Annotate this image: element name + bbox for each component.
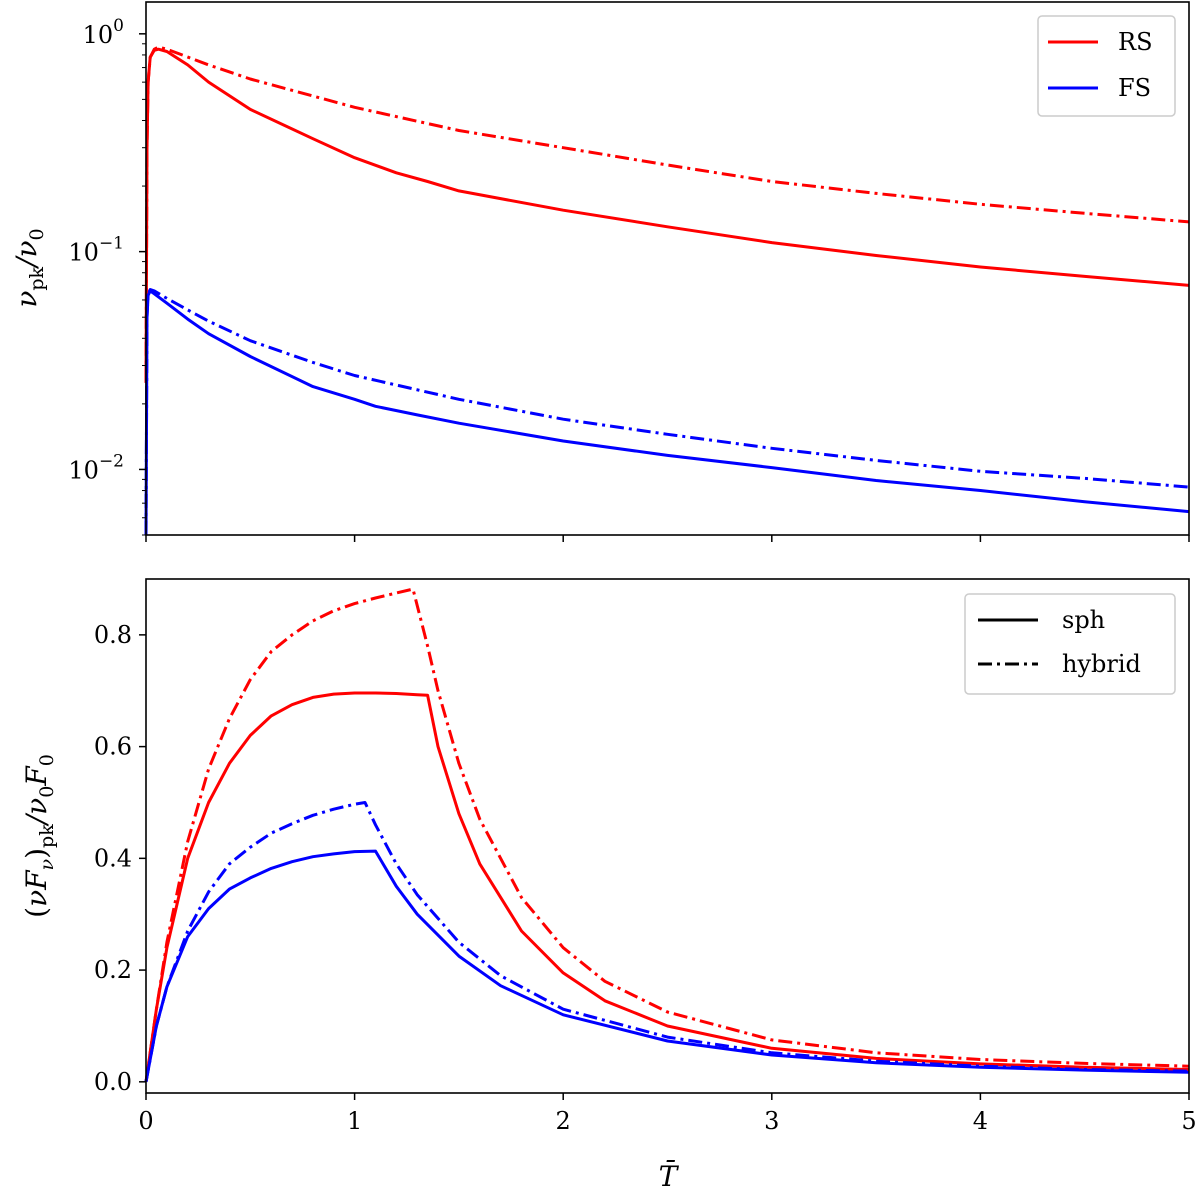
bottom-ytick-label-0: 0.0 — [94, 1068, 132, 1096]
top-legend-label-rs: RS — [1118, 28, 1153, 56]
bottom-series-line-3 — [144, 801, 1190, 1083]
bottom-xtick-label-5: 5 — [1181, 1107, 1196, 1135]
top-series-layer — [144, 45, 1190, 536]
bottom-plot-frame — [145, 578, 1190, 1094]
top-plot-frame — [145, 1, 1190, 536]
top-ticks-layer: 100 10−1 10−2 — [68, 16, 1190, 542]
bottom-xtick-label-1: 1 — [347, 1107, 362, 1135]
top-series-line-2 — [144, 289, 1190, 536]
top-legend: RS FS — [1037, 15, 1176, 117]
top-ylabel: νpk/ν0 — [10, 228, 48, 307]
bottom-ytick-label-3: 0.6 — [94, 733, 132, 761]
bottom-ytick-label-4: 0.8 — [94, 621, 132, 649]
bottom-legend-label-hybrid: hybrid — [1062, 650, 1141, 678]
top-series-line-3 — [144, 288, 1190, 536]
top-ytick-label-0: 100 — [83, 16, 124, 49]
bottom-xtick-label-3: 3 — [764, 1107, 779, 1135]
bottom-xtick-label-2: 2 — [556, 1107, 571, 1135]
top-panel: 100 10−1 10−2 νpk/ν0 RS FS — [10, 1, 1190, 542]
bottom-xtick-label-4: 4 — [973, 1107, 988, 1135]
top-series-line-0 — [144, 47, 1190, 383]
bottom-panel: 0 1 2 3 4 5 0.0 0.2 0.4 0.6 0.8 (νFν)pk/ν0F0 T̄ sp… — [20, 578, 1197, 1193]
bottom-ylabel: (νFν)pk/ν0F0 — [20, 754, 58, 918]
bottom-ticks-layer: 0 1 2 3 4 5 0.0 0.2 0.4 0.6 0.8 — [94, 621, 1197, 1135]
top-ytick-label-1: 10−1 — [68, 234, 124, 267]
bottom-series-layer — [144, 587, 1190, 1083]
bottom-xlabel: T̄ — [659, 1159, 680, 1193]
bottom-ytick-label-2: 0.4 — [94, 844, 132, 872]
bottom-series-line-2 — [144, 849, 1190, 1083]
bottom-ytick-label-1: 0.2 — [94, 956, 132, 984]
top-legend-label-fs: FS — [1118, 74, 1151, 102]
top-series-line-1 — [144, 45, 1190, 383]
bottom-series-line-0 — [144, 691, 1190, 1083]
bottom-legend: sph hybrid — [964, 593, 1176, 695]
top-legend-box — [1037, 15, 1176, 117]
top-ytick-label-2: 10−2 — [68, 451, 124, 484]
bottom-xtick-label-0: 0 — [138, 1107, 153, 1135]
bottom-legend-label-sph: sph — [1062, 606, 1105, 634]
bottom-series-line-1 — [144, 587, 1190, 1083]
